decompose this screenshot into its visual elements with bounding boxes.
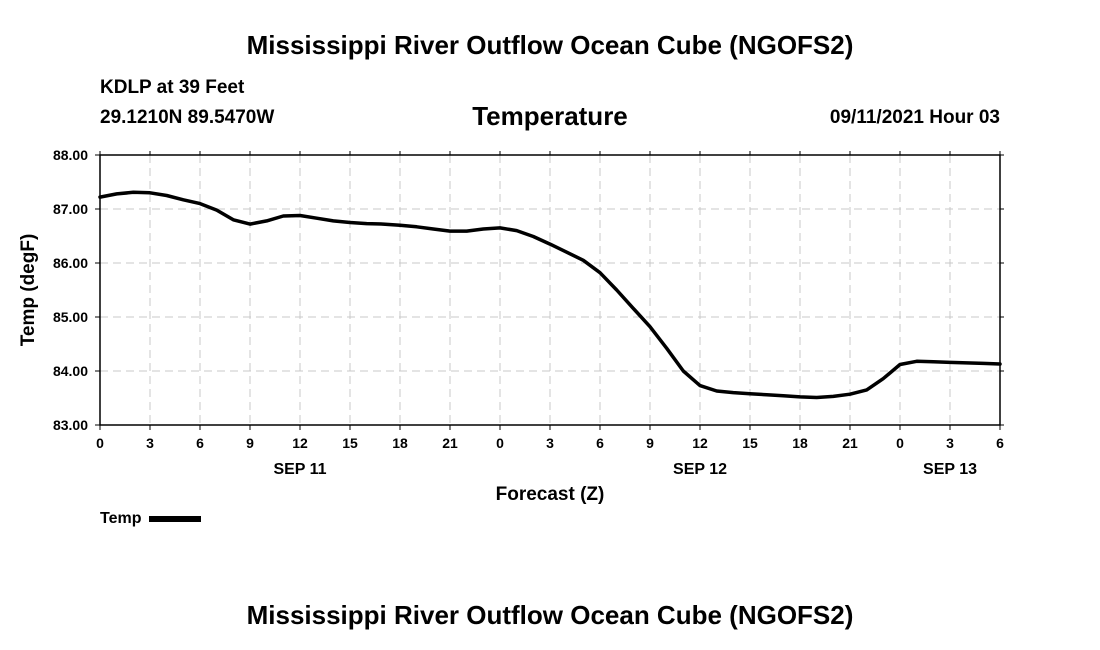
legend: Temp <box>100 510 202 528</box>
legend-label: Temp <box>100 510 142 527</box>
x-tick-label: 18 <box>792 435 808 451</box>
x-tick-label: 0 <box>496 435 504 451</box>
x-tick-label: 21 <box>442 435 458 451</box>
x-tick-label: 9 <box>246 435 254 451</box>
y-tick-label: 83.00 <box>53 417 88 433</box>
x-tick-label: 12 <box>692 435 708 451</box>
x-tick-label: 9 <box>646 435 654 451</box>
x-tick-label: 3 <box>146 435 154 451</box>
x-tick-label: 12 <box>292 435 308 451</box>
x-tick-label: 6 <box>996 435 1004 451</box>
x-tick-label: 3 <box>546 435 554 451</box>
x-tick-label: 6 <box>596 435 604 451</box>
x-tick-label: 21 <box>842 435 858 451</box>
footer-title: Mississippi River Outflow Ocean Cube (NG… <box>246 600 854 630</box>
y-tick-label: 87.00 <box>53 201 88 217</box>
temp-series-line <box>98 190 1002 400</box>
x-date-label: SEP 13 <box>923 461 977 478</box>
y-tick-label: 84.00 <box>53 363 88 379</box>
y-tick-label: 85.00 <box>53 309 88 325</box>
station-label: KDLP at 39 Feet <box>100 77 245 98</box>
x-tick-label: 15 <box>742 435 758 451</box>
x-axis-title: Forecast (Z) <box>496 484 605 505</box>
x-date-label: SEP 11 <box>273 461 326 478</box>
x-tick-label: 18 <box>392 435 408 451</box>
x-tick-label: 15 <box>342 435 358 451</box>
x-tick-label: 0 <box>896 435 904 451</box>
chart-title: Mississippi River Outflow Ocean Cube (NG… <box>246 30 854 60</box>
parameter-title: Temperature <box>472 101 628 131</box>
legend-swatch <box>149 515 202 522</box>
y-axis-title: Temp (degF) <box>18 234 39 347</box>
forecast-datetime: 09/11/2021 Hour 03 <box>829 107 1000 128</box>
y-tick-label: 86.00 <box>53 255 88 271</box>
x-tick-label: 6 <box>196 435 204 451</box>
y-tick-label: 88.00 <box>53 147 88 163</box>
x-date-label: SEP 12 <box>673 461 727 478</box>
x-tick-label: 0 <box>96 435 104 451</box>
station-coordinates: 29.1210N 89.5470W <box>100 107 275 128</box>
x-tick-label: 3 <box>946 435 954 451</box>
